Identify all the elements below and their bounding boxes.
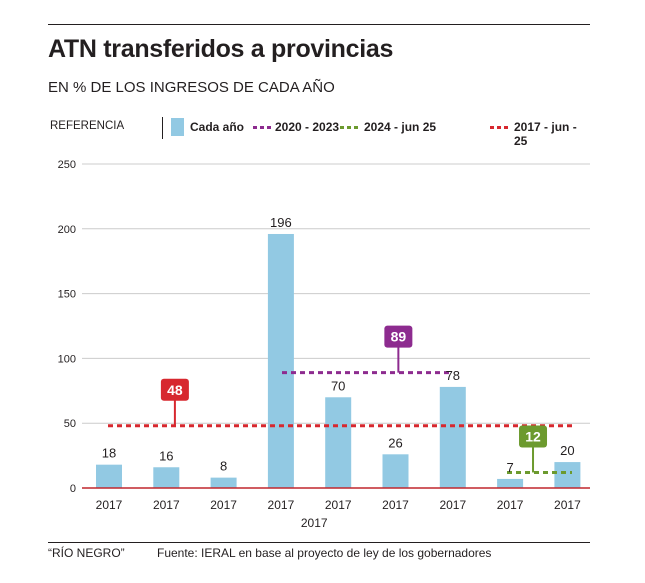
bar-value-label: 70 xyxy=(331,378,345,393)
bar-value-label: 26 xyxy=(388,435,402,450)
bar-value-label: 20 xyxy=(560,443,574,458)
bar-value-label: 16 xyxy=(159,448,173,463)
bars xyxy=(96,233,581,488)
reference-lines: 48 89 12 xyxy=(108,325,573,474)
x-tick-label: 2017 xyxy=(554,498,581,512)
x-axis-label: 2017 xyxy=(301,516,328,530)
bar xyxy=(439,386,466,488)
legend-dotted-line-2020-2023 xyxy=(253,126,273,129)
data-labels: 18 16 8 196 70 26 78 7 20 xyxy=(102,215,575,475)
legend-bar-swatch xyxy=(171,118,184,136)
callout-badge xyxy=(160,378,189,401)
bar xyxy=(497,478,524,488)
x-tick-label: 2017 xyxy=(325,498,352,512)
y-tick-label: 50 xyxy=(64,418,76,430)
legend-label-2020-2023: 2020 - 2023 xyxy=(275,120,340,134)
legend-dotted-line-2024-jun25 xyxy=(340,126,360,129)
legend-label-cada-ano: Cada año xyxy=(190,120,245,134)
x-tick-label: 2017 xyxy=(96,498,123,512)
callout-badge xyxy=(519,425,548,448)
x-tick-label: 2017 xyxy=(210,498,237,512)
x-tick-label: 2017 xyxy=(382,498,409,512)
legend-separator xyxy=(162,117,163,139)
bar xyxy=(210,477,237,488)
legend-reference-label: REFERENCIA xyxy=(50,120,125,132)
bar-value-label: 7 xyxy=(506,460,513,475)
y-tick-label: 200 xyxy=(58,224,76,236)
footer-credit: “RÍO NEGRO” xyxy=(48,546,125,560)
bar-value-label: 196 xyxy=(270,215,292,230)
bottom-rule xyxy=(48,542,590,543)
bar-value-label: 18 xyxy=(102,446,116,461)
callout-value: 12 xyxy=(525,428,541,444)
legend-dotted-line-2017-jun25 xyxy=(490,126,510,129)
legend-label-2017-jun25: 2017 - jun - 25 xyxy=(514,120,577,148)
bar xyxy=(382,454,409,488)
y-tick-label: 100 xyxy=(58,353,76,365)
chart-title: ATN transferidos a provincias xyxy=(48,35,394,63)
bar-value-label: 8 xyxy=(220,459,227,474)
callout-value: 48 xyxy=(167,382,183,398)
x-tick-label: 2017 xyxy=(268,498,295,512)
x-tick-labels: 2017 2017 2017 2017 2017 2017 2017 2017 2017 xyxy=(96,498,581,512)
bar xyxy=(96,464,122,488)
bar xyxy=(267,233,294,488)
x-tick-label: 2017 xyxy=(497,498,524,512)
footer-source: Fuente: IERAL en base al proyecto de ley… xyxy=(157,546,492,560)
y-tick-label: 250 xyxy=(58,159,76,171)
legend: REFERENCIA Cada año 2020 - 2023 2024 - j… xyxy=(48,117,593,148)
gridlines: 0 50 100 150 200 250 xyxy=(58,159,590,495)
bar xyxy=(325,397,352,488)
callout-badge xyxy=(384,325,413,348)
callout-value: 89 xyxy=(391,329,407,345)
chart-subtitle: EN % DE LOS INGRESOS DE CADA AÑO xyxy=(48,79,335,96)
x-tick-label: 2017 xyxy=(439,498,466,512)
y-tick-label: 0 xyxy=(70,483,76,495)
x-tick-label: 2017 xyxy=(153,498,180,512)
y-tick-label: 150 xyxy=(58,289,76,301)
legend-label-2024-jun25: 2024 - jun 25 xyxy=(364,120,437,134)
bar xyxy=(554,462,581,488)
bar-value-label: 78 xyxy=(446,368,460,383)
bar xyxy=(153,467,180,488)
top-rule xyxy=(48,24,590,25)
